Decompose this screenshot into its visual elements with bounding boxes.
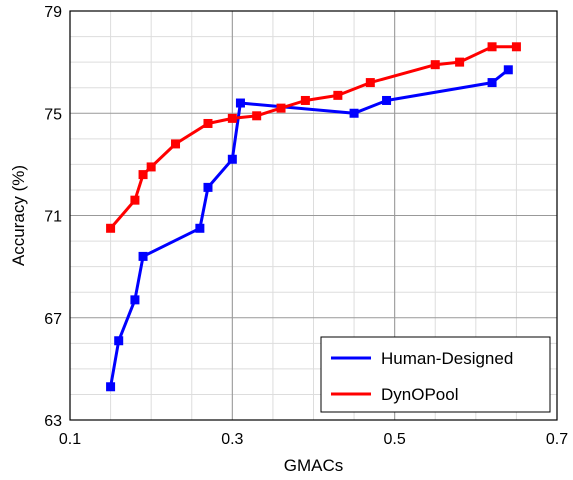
- data-point: [455, 57, 465, 67]
- data-point: [511, 42, 521, 52]
- x-tick-label: 0.5: [384, 431, 406, 448]
- legend-label: Human-Designed: [381, 349, 513, 368]
- data-point: [227, 154, 237, 164]
- tick-labels: 0.1 0.3 0.5 0.7 63 67 71 75 79: [44, 4, 568, 448]
- data-point: [203, 118, 213, 128]
- y-tick-label: 67: [44, 311, 62, 328]
- data-point: [503, 65, 513, 75]
- data-point: [382, 95, 392, 105]
- data-point: [106, 223, 116, 233]
- data-point: [130, 295, 140, 305]
- data-point: [300, 95, 310, 105]
- data-point: [106, 382, 116, 392]
- data-point: [349, 108, 359, 118]
- data-point: [333, 90, 343, 100]
- data-point: [235, 98, 245, 108]
- series-0: [106, 65, 513, 392]
- data-point: [138, 170, 148, 180]
- data-point: [227, 113, 237, 123]
- data-point: [130, 195, 140, 205]
- data-point: [138, 251, 148, 261]
- x-tick-label: 0.3: [221, 431, 243, 448]
- minor-gridlines: [70, 11, 557, 420]
- data-point: [487, 42, 497, 52]
- legend: Human-Designed DynOPool: [320, 336, 551, 413]
- data-point: [365, 78, 375, 88]
- y-axis-label: Accuracy (%): [9, 165, 28, 266]
- x-axis-label: GMACs: [284, 456, 344, 475]
- data-point: [487, 78, 497, 88]
- series-line: [109, 68, 510, 388]
- data-point: [276, 103, 286, 113]
- data-point: [252, 111, 262, 121]
- data-point: [146, 162, 156, 172]
- data-point: [203, 182, 213, 192]
- x-tick-label: 0.7: [546, 431, 568, 448]
- x-tick-label: 0.1: [59, 431, 81, 448]
- data-point: [430, 60, 440, 70]
- legend-box: [320, 336, 551, 413]
- plot-frame: [69, 10, 558, 421]
- legend-label: DynOPool: [381, 385, 458, 404]
- y-tick-label: 79: [44, 4, 62, 21]
- y-tick-label: 71: [44, 209, 62, 226]
- data-point: [195, 223, 205, 233]
- data-point: [114, 336, 124, 346]
- y-tick-label: 75: [44, 106, 62, 123]
- data-point: [171, 139, 181, 149]
- series-layer: [106, 42, 521, 392]
- series-1: [106, 42, 521, 233]
- y-tick-label: 63: [44, 413, 62, 430]
